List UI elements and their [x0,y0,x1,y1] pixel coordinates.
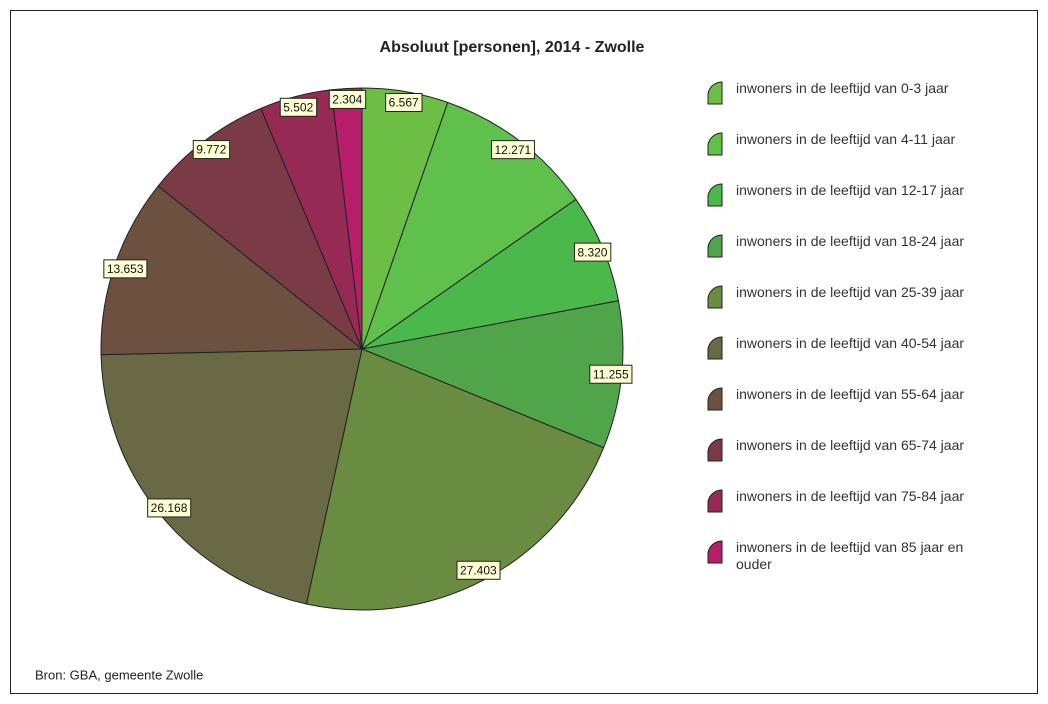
legend-swatch [707,540,723,564]
legend-swatch [707,285,723,309]
data-label-box [103,259,148,279]
legend-swatch [707,183,723,207]
legend-swatch [707,336,723,360]
legend-label: inwoners in de leeftijd van 18-24 jaar [736,233,965,249]
data-label: 12.271 [494,143,531,157]
pie-slice [305,348,605,611]
data-label: 9.772 [196,143,226,157]
legend-label: inwoners in de leeftijd van 40-54 jaar [736,335,965,351]
data-label: 26.168 [151,501,188,515]
data-label-box [328,89,367,109]
pie-slice [330,87,363,350]
data-label: 11.255 [593,367,629,381]
data-label: 2.304 [332,93,362,107]
data-label-box [147,498,192,518]
legend-label: inwoners in de leeftijd van 4-11 jaar [736,131,956,147]
data-label: 27.403 [460,563,497,577]
data-label-box [456,560,501,580]
data-label-box [573,242,612,262]
legend-label: inwoners in de leeftijd van 12-17 jaar [736,182,965,198]
data-label-box [385,92,423,112]
legend-label: inwoners in de leeftijd van 0-3 jaar [736,80,949,96]
data-label: 8.320 [577,245,607,259]
legend-label: inwoners in de leeftijd van 65-74 jaar [736,437,965,453]
data-label-box [490,140,536,160]
legend-swatch [707,81,723,105]
legend-swatch [707,132,723,156]
legend-label: inwoners in de leeftijd van 55-64 jaar [736,386,965,402]
data-label-box [279,97,318,117]
data-label: 6.567 [389,96,419,110]
legend-swatch [707,489,723,513]
legend-swatch [707,387,723,411]
data-label-box [192,140,231,160]
legend-label: inwoners in de leeftijd van 75-84 jaar [736,488,965,504]
data-label: 13.653 [107,262,144,276]
legend-label: inwoners in de leeftijd van 85 jaar en o… [736,539,964,572]
legend-label: inwoners in de leeftijd van 25-39 jaar [736,284,965,300]
legend-swatch [707,234,723,258]
legend-swatch [707,438,723,462]
chart-title: Absoluut [personen], 2014 - Zwolle [380,39,645,56]
data-label-box [589,364,633,384]
source-note: Bron: GBA, gemeente Zwolle [35,667,203,682]
data-label: 5.502 [283,100,313,114]
